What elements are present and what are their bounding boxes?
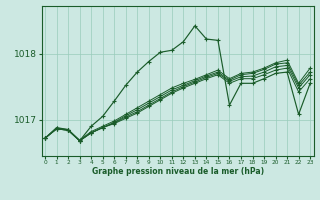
X-axis label: Graphe pression niveau de la mer (hPa): Graphe pression niveau de la mer (hPa) bbox=[92, 167, 264, 176]
